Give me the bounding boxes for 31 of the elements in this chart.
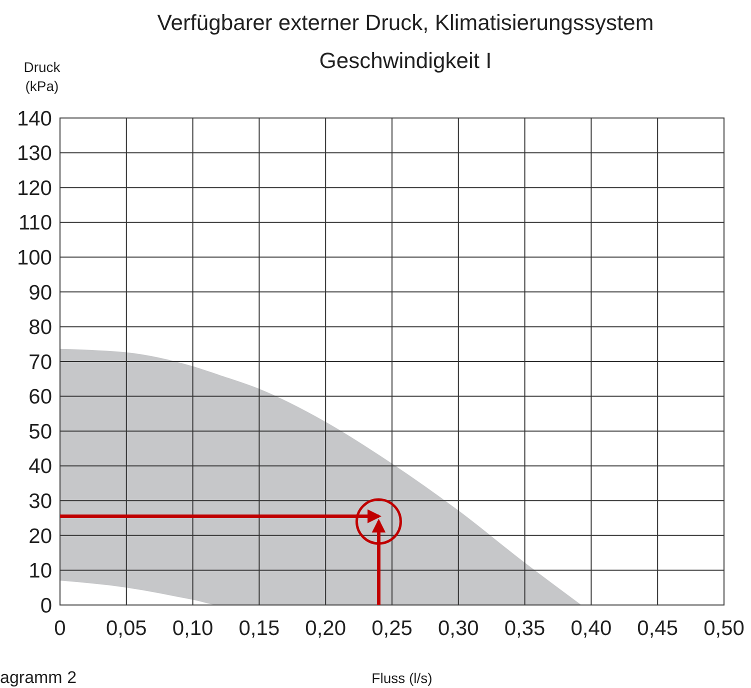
y-tick-label: 140 xyxy=(16,107,52,130)
y-tick-label: 0 xyxy=(40,594,52,618)
chart-subtitle: Geschwindigkeit I xyxy=(319,48,492,73)
x-tick-label: 0,15 xyxy=(238,617,280,640)
y-tick-label: 10 xyxy=(28,560,52,583)
x-tick-label: 0,40 xyxy=(570,617,612,640)
y-tick-label: 80 xyxy=(28,316,52,340)
x-tick-label: 0,20 xyxy=(305,617,346,640)
y-tick-label: 70 xyxy=(28,350,52,374)
x-tick-label: 0,35 xyxy=(504,617,546,640)
x-tick-label: 0,45 xyxy=(637,617,678,640)
x-tick-label: 0,05 xyxy=(106,617,147,640)
x-tick-label: 0,50 xyxy=(704,617,744,640)
y-tick-label: 20 xyxy=(28,524,52,548)
chart-title: Verfügbarer externer Druck, Klimatisierungssystem xyxy=(157,10,654,35)
y-tick-label: 30 xyxy=(28,490,52,513)
y-tick-label: 110 xyxy=(18,212,52,235)
y-axis-title: Druck (kPa) xyxy=(24,59,62,94)
y-tick-label: 100 xyxy=(16,246,52,270)
x-axis-title: Fluss (l/s) xyxy=(372,670,432,686)
text: agramm 2 xyxy=(0,668,77,687)
y-tick-label: 40 xyxy=(28,455,52,478)
y-tick-label: 50 xyxy=(28,420,52,444)
x-tick-label: 0,25 xyxy=(372,617,412,640)
y-tick-label: 60 xyxy=(28,386,52,409)
x-tick-label: 0,10 xyxy=(172,617,214,640)
x-tick-label: 0,30 xyxy=(438,617,479,640)
x-tick-label: 0 xyxy=(54,617,66,640)
y-tick-label: 130 xyxy=(16,142,52,166)
y-tick-label: 90 xyxy=(28,281,52,304)
y-tick-label: 120 xyxy=(16,176,52,200)
